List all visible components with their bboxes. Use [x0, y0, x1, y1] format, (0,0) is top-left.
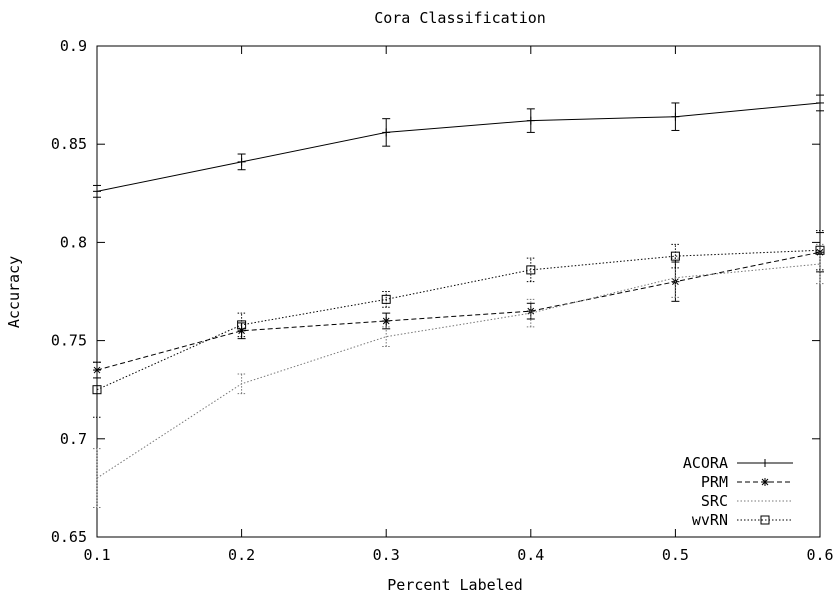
- error-bar: [382, 291, 391, 308]
- legend-label: PRM: [701, 473, 728, 491]
- marker-stroke: [92, 385, 102, 395]
- legend-label: ACORA: [683, 454, 728, 472]
- plot-frame: [96, 45, 821, 538]
- x-tick-label: 0.2: [228, 546, 255, 564]
- series-line: [96, 102, 821, 192]
- marker-stroke: [382, 317, 390, 325]
- marker-stroke: [526, 265, 536, 275]
- series-layer: [92, 94, 825, 509]
- x-tick-label: 0.3: [373, 546, 400, 564]
- series-line: [96, 263, 821, 479]
- square-marker: [670, 251, 680, 261]
- error-bar: [237, 312, 246, 338]
- error-bar: [526, 298, 535, 328]
- x-tick-label: 0.6: [806, 546, 833, 564]
- y-tick-label: 0.75: [51, 332, 87, 350]
- series-line: [96, 249, 821, 391]
- plus-marker: [761, 459, 769, 467]
- error-bar: [816, 230, 824, 271]
- y-tick-label: 0.8: [60, 233, 87, 251]
- series-line: [96, 251, 821, 371]
- square-marker: [815, 245, 825, 255]
- error-bar: [93, 361, 101, 418]
- x-tick-label: 0.1: [83, 546, 110, 564]
- y-axis-title: Accuracy: [5, 256, 23, 328]
- legend-label: SRC: [701, 492, 728, 510]
- marker-stroke: [761, 478, 769, 486]
- error-bar: [526, 257, 535, 283]
- error-bar: [93, 448, 101, 509]
- plus-marker: [382, 128, 391, 137]
- marker-stroke: [93, 366, 101, 374]
- star-marker: [761, 478, 769, 486]
- marker-stroke: [760, 515, 770, 525]
- chart-title: Cora Classification: [374, 9, 546, 27]
- star-marker: [93, 366, 101, 375]
- y-tick-label: 0.7: [60, 430, 87, 448]
- plus-marker: [526, 116, 535, 125]
- marker-stroke: [670, 251, 680, 261]
- error-bar: [671, 243, 680, 269]
- square-marker: [92, 385, 102, 395]
- y-tick-label: 0.9: [60, 37, 87, 55]
- marker-stroke: [237, 320, 247, 330]
- x-axis-title: Percent Labeled: [387, 576, 522, 594]
- square-marker: [237, 320, 247, 330]
- square-marker: [760, 515, 770, 525]
- error-bar: [237, 373, 246, 395]
- square-marker: [381, 294, 391, 304]
- legend-item-prm: PRM: [701, 473, 793, 491]
- y-tick-label: 0.65: [51, 528, 87, 546]
- plus-marker: [671, 112, 680, 121]
- series-src: [93, 243, 824, 509]
- axis-ticks: 0.1 0.2 0.3 0.4 0.5 0.6 0.65 0.7 0.75 0.8 0.85 0.9: [51, 37, 834, 564]
- x-tick-label: 0.5: [662, 546, 689, 564]
- marker-stroke: [381, 294, 391, 304]
- series-acora: [93, 94, 824, 198]
- square-marker: [526, 265, 536, 275]
- legend-item-acora: ACORA: [683, 454, 793, 472]
- plus-marker: [93, 187, 101, 196]
- legend-item-wvrn: wvRN: [692, 511, 793, 529]
- series-wvrn: [92, 230, 825, 418]
- star-marker: [382, 316, 391, 325]
- marker-stroke: [815, 245, 825, 255]
- legend-label: wvRN: [692, 511, 728, 529]
- legend-item-src: SRC: [701, 492, 793, 510]
- plus-marker: [816, 98, 824, 107]
- y-tick-label: 0.85: [51, 135, 87, 153]
- plus-marker: [237, 157, 246, 166]
- error-bar: [382, 326, 391, 347]
- x-tick-label: 0.4: [517, 546, 544, 564]
- error-bar: [816, 243, 824, 285]
